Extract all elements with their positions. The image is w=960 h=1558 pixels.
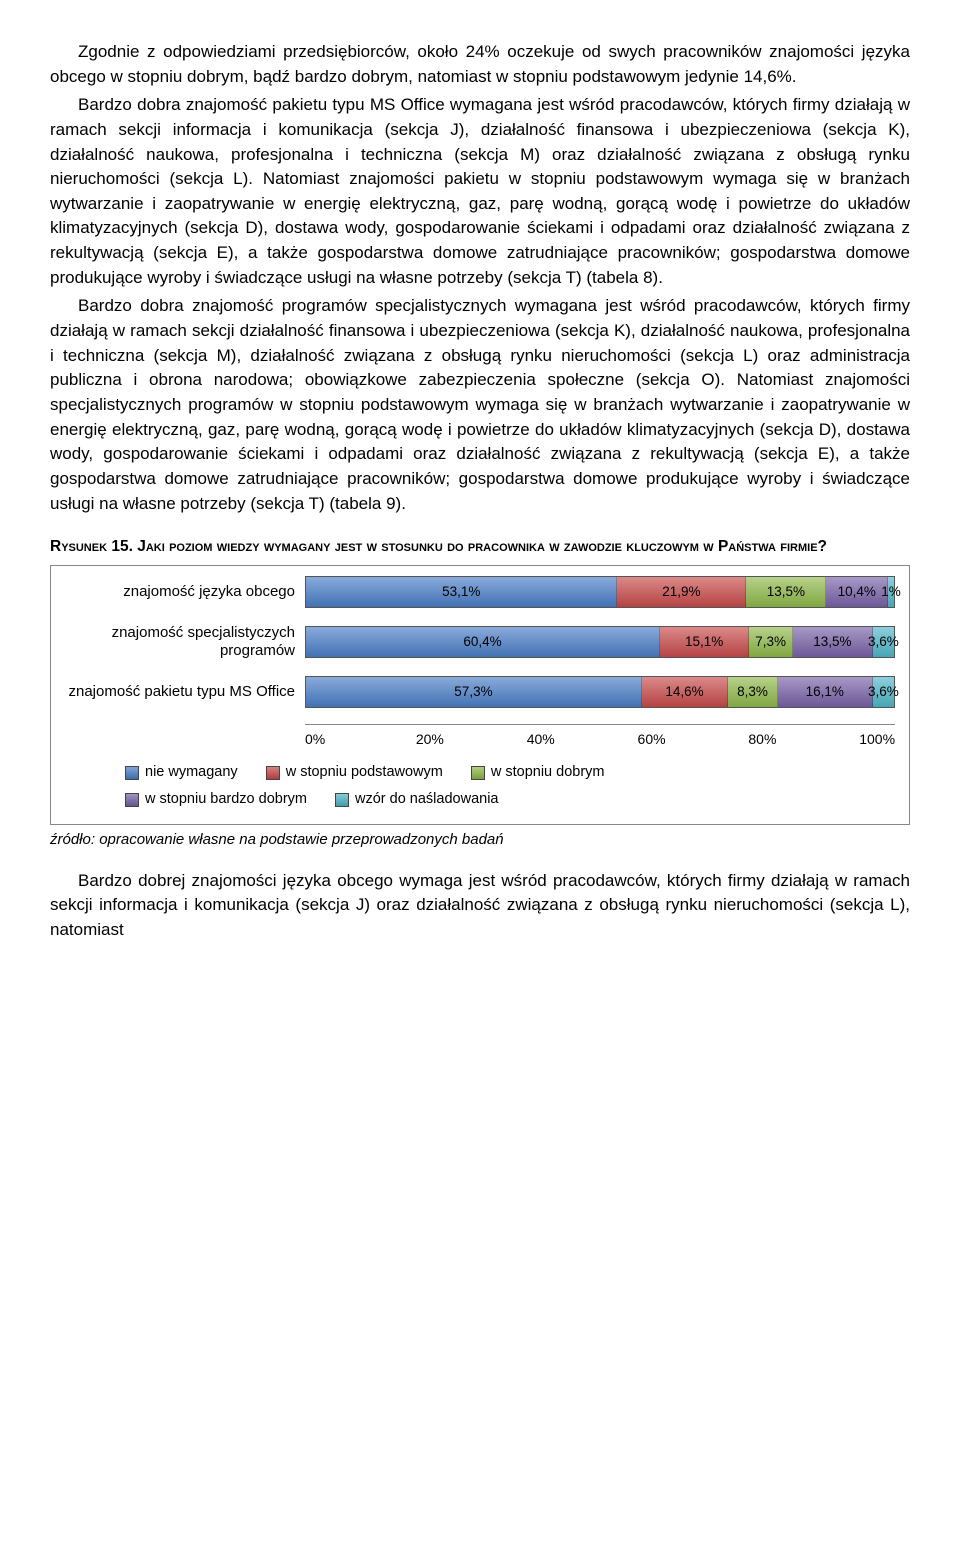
chart-legend: nie wymaganyw stopniu podstawowymw stopn… xyxy=(125,759,895,814)
paragraph-3: Bardzo dobra znajomość programów specjal… xyxy=(50,294,910,516)
legend-swatch xyxy=(471,766,485,780)
paragraph-4: Bardzo dobrej znajomości języka obcego w… xyxy=(50,869,910,943)
bar-track: 53,1%21,9%13,5%10,4%1% xyxy=(305,576,895,608)
bar-segment: 13,5% xyxy=(793,627,873,657)
bar-segment: 10,4% xyxy=(826,577,888,607)
bar-segment: 60,4% xyxy=(306,627,660,657)
legend-swatch xyxy=(335,793,349,807)
bar-segment: 8,3% xyxy=(728,677,778,707)
x-axis: 0%20%40%60%80%100% xyxy=(305,724,895,749)
bar-segment: 3,6% xyxy=(873,677,894,707)
legend-label: wzór do naśladowania xyxy=(355,786,498,814)
legend-item: w stopniu podstawowym xyxy=(266,759,443,787)
legend-label: w stopniu podstawowym xyxy=(286,759,443,787)
legend-item: w stopniu dobrym xyxy=(471,759,605,787)
legend-item: nie wymagany xyxy=(125,759,238,787)
row-label: znajomość języka obcego xyxy=(65,583,305,601)
chart-container: znajomość języka obcego53,1%21,9%13,5%10… xyxy=(50,565,910,825)
legend-label: nie wymagany xyxy=(145,759,238,787)
bar-segment: 16,1% xyxy=(778,677,873,707)
legend-label: w stopniu bardzo dobrym xyxy=(145,786,307,814)
axis-tick: 80% xyxy=(748,729,859,749)
axis-tick: 40% xyxy=(527,729,638,749)
legend-item: w stopniu bardzo dobrym xyxy=(125,786,307,814)
bar-segment: 53,1% xyxy=(306,577,617,607)
chart-source: źródło: opracowanie własne na podstawie … xyxy=(50,829,910,851)
bar-segment: 21,9% xyxy=(617,577,746,607)
bar-segment: 1% xyxy=(888,577,894,607)
chart-row: znajomość specjalistyczych programów60,4… xyxy=(65,624,895,660)
row-label: znajomość specjalistyczych programów xyxy=(65,624,305,660)
bar-segment: 7,3% xyxy=(749,627,793,657)
bar-segment: 3,6% xyxy=(873,627,894,657)
legend-swatch xyxy=(125,766,139,780)
chart-caption: Rysunek 15. Jaki poziom wiedzy wymagany … xyxy=(50,536,910,558)
row-label: znajomość pakietu typu MS Office xyxy=(65,683,305,701)
axis-tick: 60% xyxy=(638,729,749,749)
chart-row: znajomość pakietu typu MS Office57,3%14,… xyxy=(65,676,895,708)
legend-item: wzór do naśladowania xyxy=(335,786,498,814)
legend-swatch xyxy=(266,766,280,780)
legend-label: w stopniu dobrym xyxy=(491,759,605,787)
axis-tick: 100% xyxy=(859,729,895,749)
bar-segment: 14,6% xyxy=(642,677,728,707)
legend-swatch xyxy=(125,793,139,807)
chart-row: znajomość języka obcego53,1%21,9%13,5%10… xyxy=(65,576,895,608)
bar-segment: 57,3% xyxy=(306,677,642,707)
bar-track: 57,3%14,6%8,3%16,1%3,6% xyxy=(305,676,895,708)
bar-segment: 13,5% xyxy=(746,577,826,607)
paragraph-2: Bardzo dobra znajomość pakietu typu MS O… xyxy=(50,93,910,290)
bar-segment: 15,1% xyxy=(660,627,749,657)
paragraph-1: Zgodnie z odpowiedziami przedsiębiorców,… xyxy=(50,40,910,89)
bar-track: 60,4%15,1%7,3%13,5%3,6% xyxy=(305,626,895,658)
axis-tick: 0% xyxy=(305,729,416,749)
axis-tick: 20% xyxy=(416,729,527,749)
